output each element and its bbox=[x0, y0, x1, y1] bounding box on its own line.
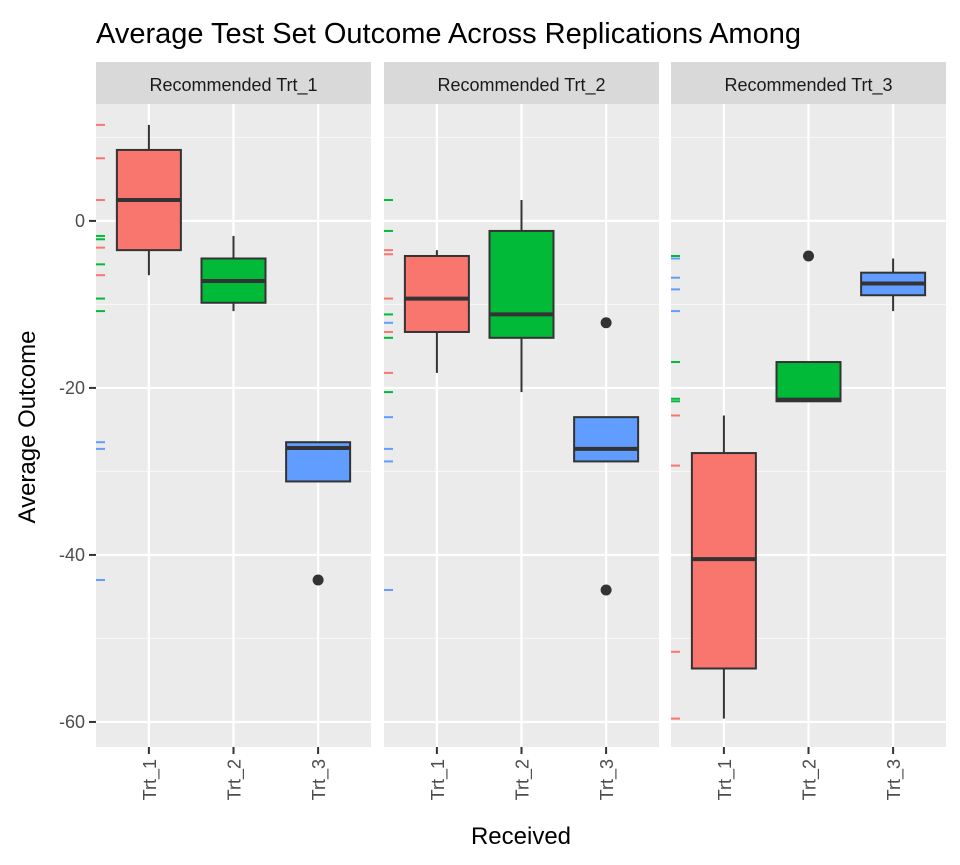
x-tick-label: Trt_2 bbox=[225, 759, 246, 800]
outlier-point bbox=[600, 317, 612, 329]
x-tick-label: Trt_2 bbox=[800, 759, 821, 800]
x-tick-label: Trt_3 bbox=[884, 759, 905, 800]
y-tick-label: -40 bbox=[59, 545, 85, 565]
x-tick-label: Trt_3 bbox=[597, 759, 618, 800]
facets-group: Recommended Trt_1 Trt_1 Trt_2 Trt_3 Recommen… bbox=[59, 62, 946, 800]
box-iqr bbox=[403, 254, 470, 333]
x-tick-label: Trt_1 bbox=[715, 759, 736, 800]
x-tick-label: Trt_2 bbox=[513, 759, 534, 800]
y-tick-label: -60 bbox=[59, 712, 85, 732]
outlier-point bbox=[312, 574, 324, 586]
x-axis-title: Received bbox=[471, 823, 571, 850]
chart-title: Average Test Set Outcome Across Replicat… bbox=[96, 18, 801, 50]
box-iqr bbox=[573, 416, 640, 463]
x-tick-label: Trt_1 bbox=[140, 759, 161, 800]
outlier-point bbox=[803, 250, 814, 262]
facet-strip-label: Recommended Trt_3 bbox=[724, 75, 892, 96]
facet-strip-label: Recommended Trt_1 bbox=[149, 75, 317, 96]
y-axis-title: Average Outcome bbox=[14, 331, 41, 524]
outlier-point bbox=[600, 584, 612, 596]
facet-strip-label: Recommended Trt_2 bbox=[437, 75, 605, 96]
x-tick-label: Trt_3 bbox=[309, 759, 330, 800]
facet-strip bbox=[671, 62, 946, 104]
x-tick-label: Trt_1 bbox=[428, 759, 449, 800]
y-tick-label: -20 bbox=[59, 378, 85, 398]
y-tick-label: 0 bbox=[75, 211, 85, 231]
facet-strip bbox=[384, 62, 659, 104]
box-iqr bbox=[775, 361, 842, 403]
facet-strip bbox=[96, 62, 371, 104]
box-iqr bbox=[488, 229, 555, 339]
